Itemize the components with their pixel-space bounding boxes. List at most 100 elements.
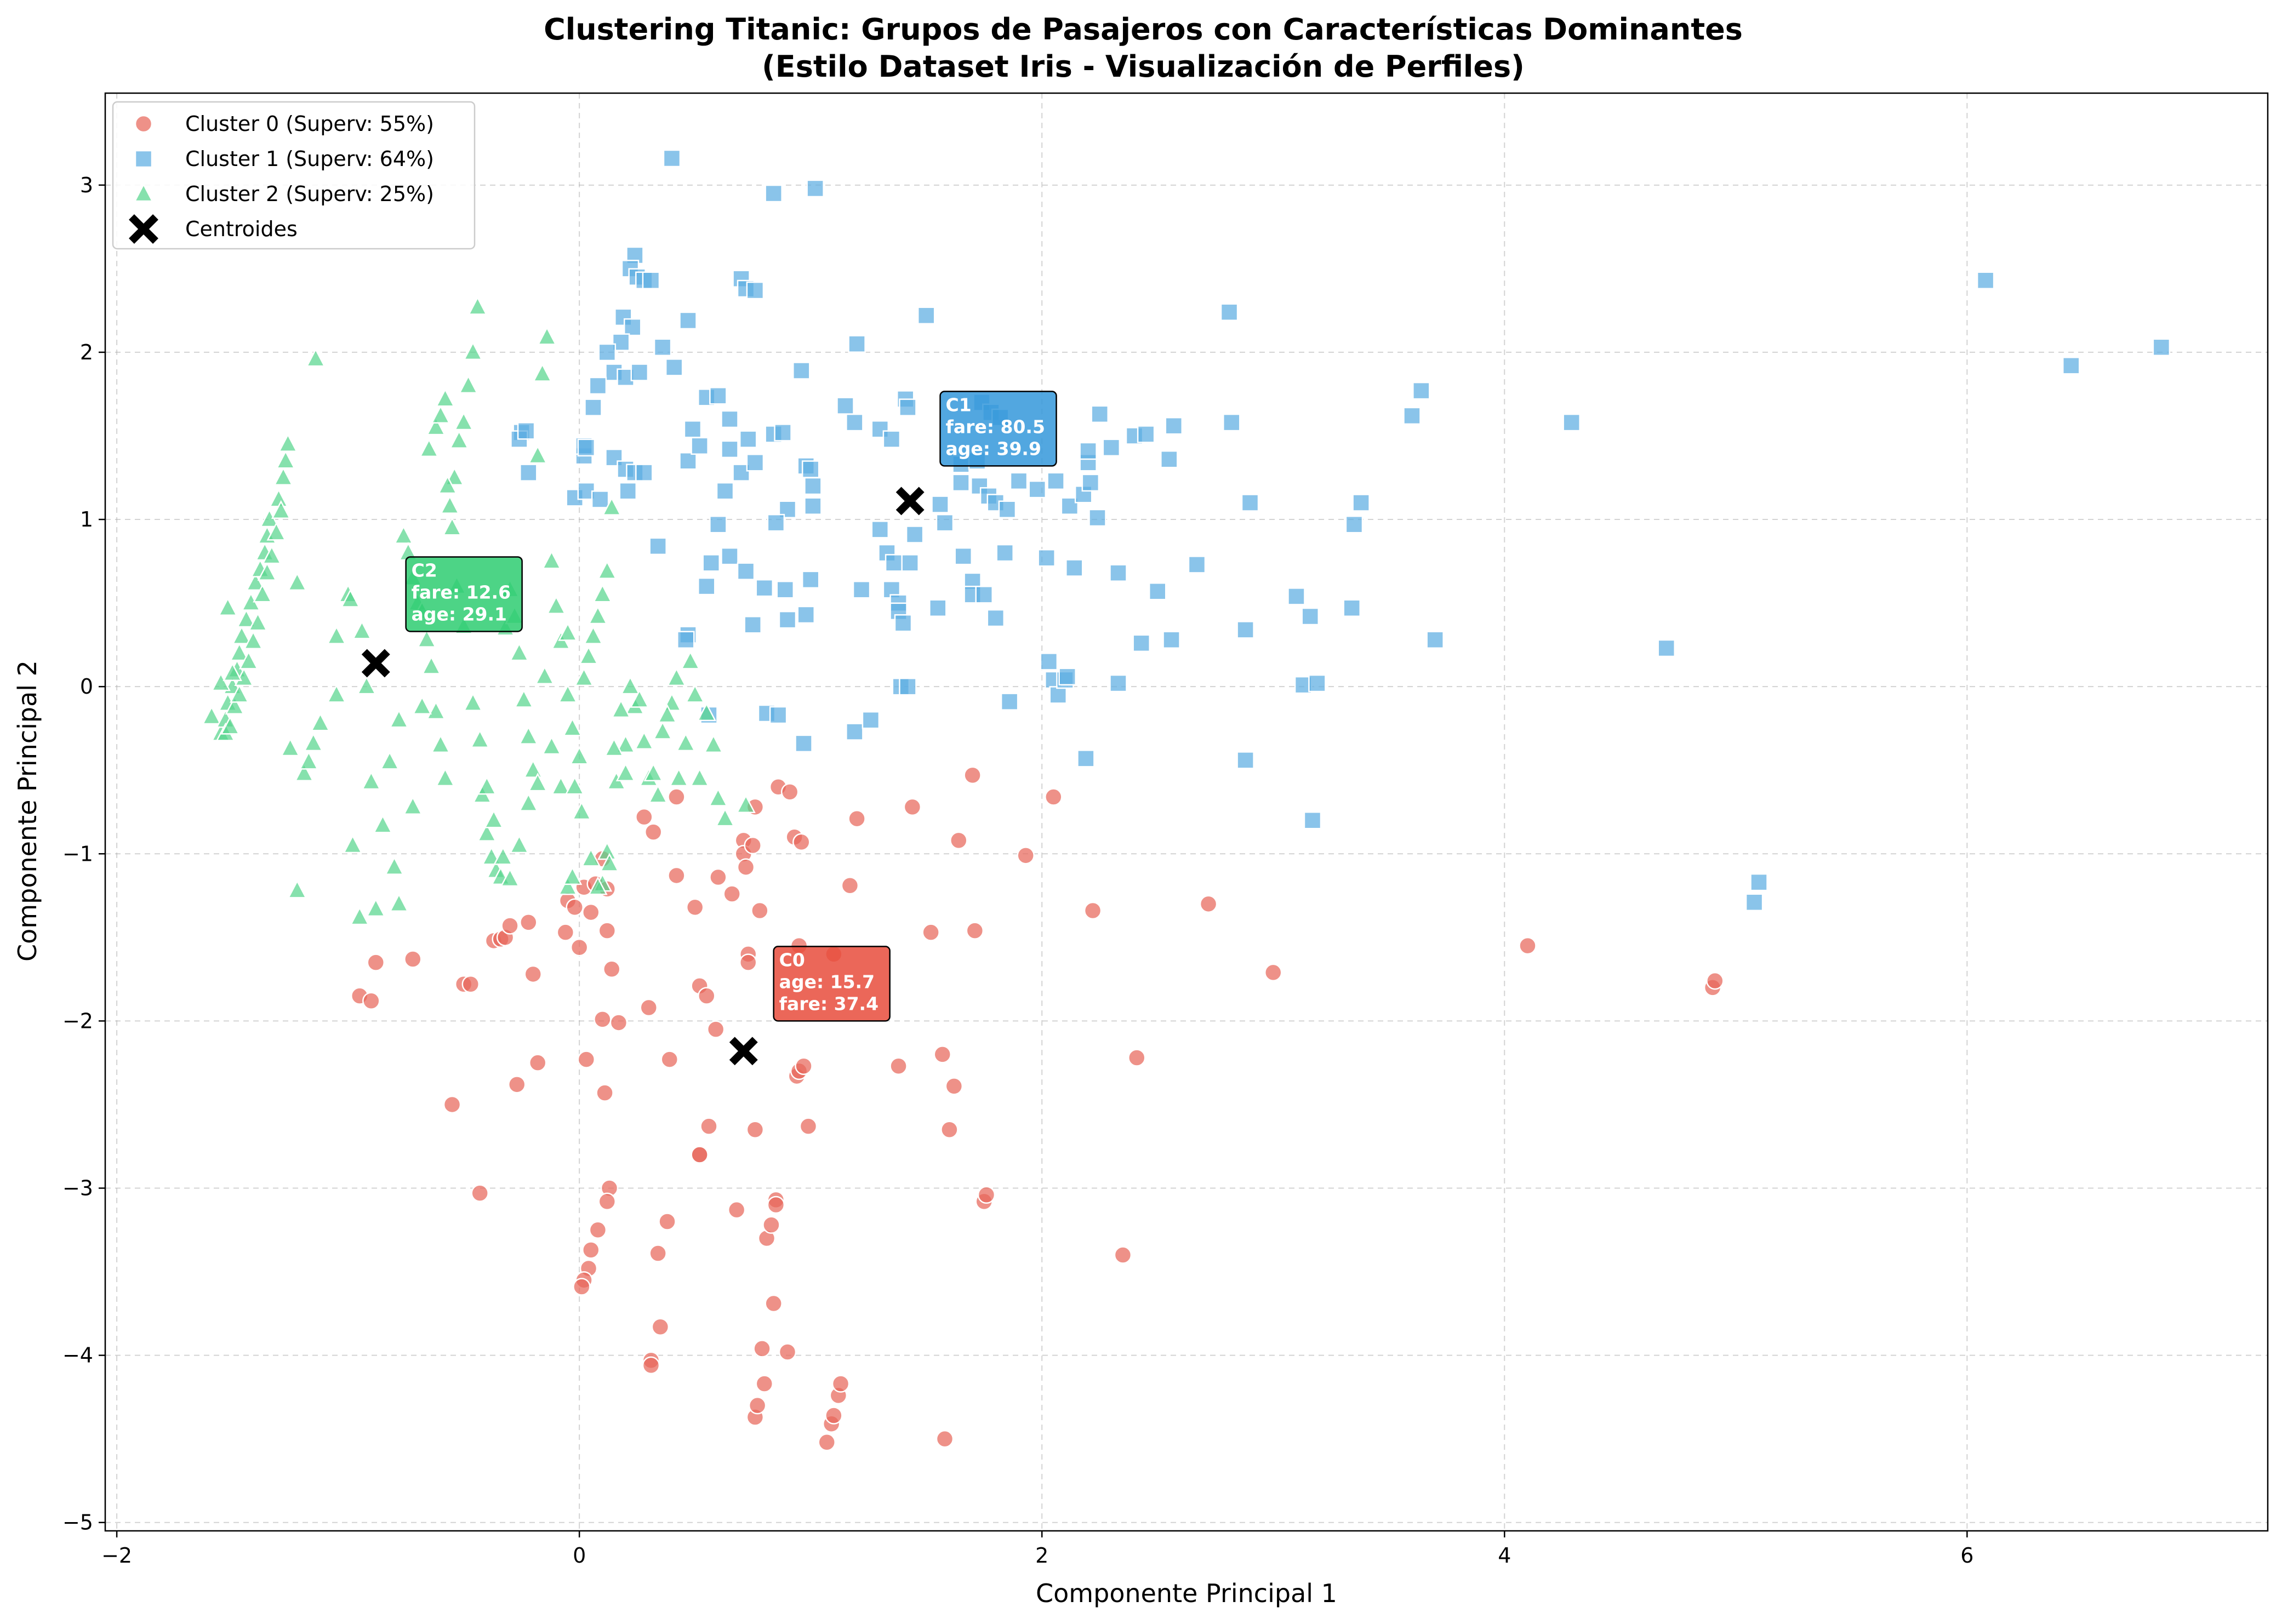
cluster-2-point — [657, 704, 677, 723]
cluster-0-point — [848, 809, 866, 828]
cluster-0-point — [755, 1375, 774, 1393]
cluster-0-point — [739, 953, 757, 971]
cluster-2-point — [435, 388, 455, 407]
y-tick-label: 0 — [80, 674, 93, 699]
cluster-0-point — [660, 1050, 679, 1068]
cluster-1-point — [642, 271, 660, 289]
cluster-1-point — [746, 454, 765, 472]
cluster-2-point — [541, 550, 562, 569]
y-tick-label: −3 — [62, 1176, 93, 1200]
cluster-0-point — [709, 868, 727, 887]
x-axis-label: Componente Principal 1 — [1036, 1579, 1337, 1608]
cluster-1-point — [1976, 271, 1995, 289]
legend-box — [112, 101, 476, 250]
cluster-2-point — [537, 326, 557, 345]
annotation-line: C2 — [412, 559, 437, 581]
cluster-2-point — [463, 341, 483, 361]
cluster-1-point — [1037, 548, 1056, 567]
cluster-1-point — [1352, 494, 1370, 512]
cluster-0-point — [1199, 895, 1218, 913]
y-axis-label: Componente Principal 2 — [13, 660, 42, 962]
cluster-2-point — [579, 645, 598, 665]
cluster-2-point — [393, 525, 414, 544]
cluster-2-point — [697, 702, 717, 722]
cluster-2-point — [634, 730, 654, 750]
cluster-1-point — [846, 413, 864, 432]
cluster-2-point — [477, 776, 497, 795]
cluster-2-point — [643, 762, 664, 782]
cluster-2-point — [431, 734, 450, 753]
cluster-2-point — [280, 737, 300, 757]
cluster-1-point — [679, 311, 697, 330]
cluster-1-point — [899, 398, 917, 416]
cluster-0-point — [651, 1318, 670, 1336]
cluster-1-point — [2062, 357, 2080, 375]
cluster-2-point — [357, 676, 376, 695]
legend-label: Centroides — [185, 217, 298, 241]
cluster-2-point — [266, 522, 287, 541]
cluster-0-point — [1264, 963, 1282, 982]
cluster-1-point — [852, 580, 871, 599]
cluster-2-point — [518, 792, 539, 811]
cluster-2-point — [236, 609, 256, 628]
cluster-2-point — [384, 856, 404, 875]
cluster-2-point — [564, 776, 585, 795]
cluster-2-point — [287, 572, 307, 591]
cluster-2-point — [715, 808, 735, 827]
cluster-0-point — [950, 831, 968, 850]
cluster-0-point — [889, 1057, 908, 1076]
cluster-1-point — [739, 430, 757, 448]
cluster-0-point — [903, 798, 922, 816]
cluster-2-point — [572, 801, 592, 820]
cluster-2-point — [558, 684, 578, 703]
cluster-2-point — [541, 736, 562, 755]
cluster-1-point — [1028, 480, 1047, 499]
cluster-1-point — [721, 547, 739, 565]
cluster-0-point — [1083, 901, 1102, 920]
cluster-2-point — [327, 684, 346, 703]
cluster-0-point — [945, 1077, 963, 1095]
cluster-2-point — [518, 725, 539, 745]
cluster-1-point — [623, 318, 642, 336]
cluster-1-point — [917, 306, 935, 325]
cluster-0-point — [727, 1200, 746, 1219]
cluster-1-point — [709, 387, 727, 405]
cluster-1-point — [901, 554, 919, 572]
cluster-1-point — [1160, 450, 1178, 468]
cluster-2-point — [615, 762, 636, 782]
cluster-2-point — [218, 597, 238, 616]
cluster-0-point — [723, 885, 741, 903]
y-tick-label: −2 — [62, 1009, 93, 1033]
cluster-1-point — [1165, 416, 1183, 435]
cluster-0-point — [818, 1433, 836, 1451]
cluster-1-point — [2152, 338, 2171, 357]
annotation-line: age: 39.9 — [946, 438, 1041, 459]
cluster-2-point — [669, 768, 689, 787]
cluster-1-point — [1079, 442, 1097, 460]
cluster-0-point — [471, 1184, 489, 1202]
cluster-2-point — [327, 625, 346, 644]
cluster-2-point — [648, 784, 668, 803]
cluster-1-point — [649, 537, 667, 556]
cluster-2-point — [569, 746, 589, 765]
cluster-0-point — [700, 1117, 718, 1135]
cluster-2-point — [558, 622, 578, 641]
cluster-1-point — [589, 376, 607, 395]
cluster-0-point — [1017, 847, 1035, 865]
cluster-2-point — [278, 433, 298, 452]
cluster-2-point — [440, 495, 460, 514]
cluster-2-point — [294, 762, 314, 782]
cluster-2-point — [343, 834, 363, 854]
cluster-1-point — [520, 464, 538, 482]
annotation-box — [939, 391, 1057, 467]
cluster-1-point — [1077, 750, 1095, 768]
cluster-0-point — [746, 1120, 765, 1139]
centroid-marker — [727, 1034, 760, 1067]
cluster-2-point — [306, 348, 326, 367]
cluster-0-point — [635, 808, 653, 826]
cluster-0-point — [362, 992, 380, 1010]
cluster-1-point — [1412, 381, 1430, 400]
cluster-0-point — [596, 1084, 614, 1102]
cluster-2-point — [509, 834, 529, 854]
annotation-line: fare: 12.6 — [412, 581, 511, 603]
